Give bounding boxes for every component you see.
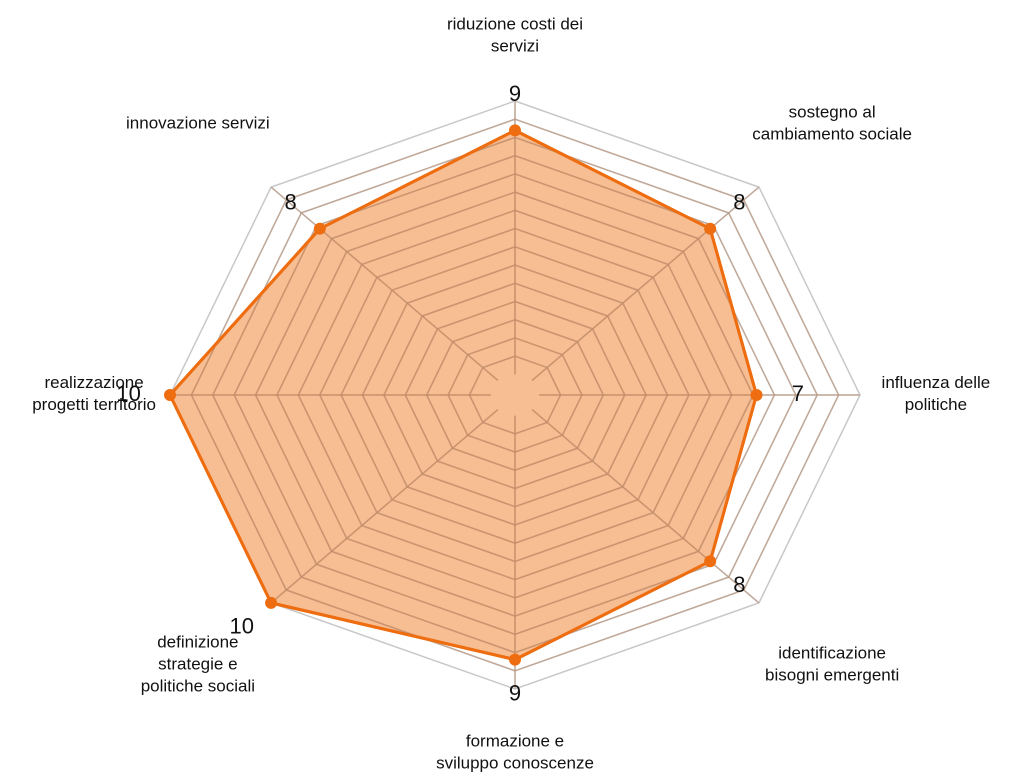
- spoke: [531, 186, 760, 382]
- category-label: riduzione costi dei servizi: [447, 15, 583, 56]
- radar-point: [704, 555, 717, 568]
- category-label: identificazione bisogni emergenti: [765, 644, 899, 685]
- spoke: [270, 408, 499, 604]
- radar-point: [509, 653, 521, 666]
- category-label: innovazione servizi: [126, 114, 270, 133]
- value-label: 7: [792, 381, 804, 406]
- category-label: realizzazione progetti territorio: [32, 373, 156, 414]
- category-label: formazione e sviluppo conoscenze: [436, 732, 594, 773]
- value-label: 8: [733, 190, 745, 215]
- radar-point: [164, 389, 176, 401]
- value-label: 8: [284, 190, 296, 215]
- category-label: definizione strategie e politiche sociali: [141, 633, 255, 696]
- value-label: 8: [733, 572, 745, 597]
- category-label: sostegno al cambiamento sociale: [752, 103, 912, 144]
- spoke: [270, 186, 499, 382]
- value-label: 9: [509, 681, 521, 706]
- value-label: 9: [509, 81, 521, 106]
- spoke: [531, 408, 760, 604]
- radar-point: [750, 389, 763, 401]
- radar-point: [509, 124, 521, 137]
- radar-point: [704, 222, 717, 235]
- radar-point: [265, 596, 278, 609]
- radar-point: [313, 222, 326, 235]
- value-label: 10: [116, 381, 140, 406]
- category-label: influenza delle politiche: [882, 373, 991, 414]
- value-label: 10: [230, 614, 254, 639]
